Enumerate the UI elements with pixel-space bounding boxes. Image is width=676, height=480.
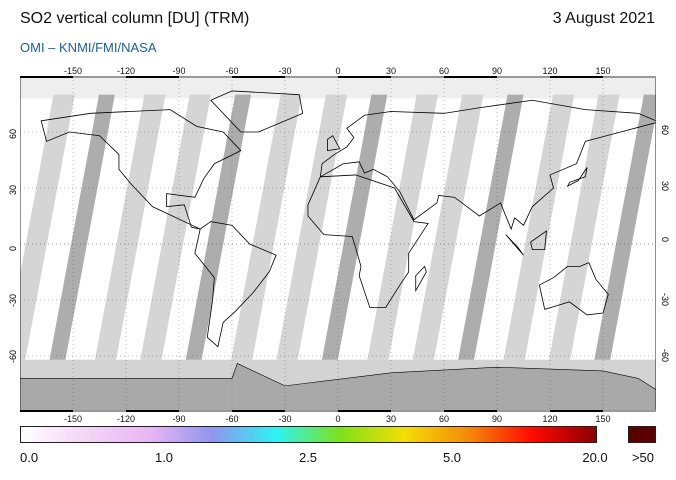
coastline: [194, 221, 277, 348]
frame-band: [232, 76, 285, 78]
orbit-swath: [49, 94, 115, 360]
latitude-tick-label: 0: [8, 245, 18, 251]
longitude-tick-label: 30: [385, 414, 397, 424]
longitude-tick-label: 0: [335, 414, 341, 424]
data-source: OMI – KNMI/FMI/NASA: [20, 40, 157, 55]
frame-band: [550, 76, 603, 78]
so2-map: [20, 76, 656, 412]
orbit-swath: [20, 94, 75, 360]
longitude-tick-label: -150: [63, 66, 83, 76]
frame-band: [285, 76, 338, 78]
colorbar-overflow-label: >50: [631, 450, 655, 465]
colorbar-label: 1.0: [154, 450, 174, 465]
coastline: [319, 99, 656, 231]
longitude-tick-label: 150: [595, 414, 611, 424]
frame-band: [444, 76, 497, 78]
latitude-tick-label: -60: [660, 349, 670, 363]
latitude-tick-label: -30: [8, 293, 18, 307]
orbit-swath: [321, 94, 388, 360]
frame-band: [497, 410, 550, 412]
frame-band: [179, 410, 232, 412]
latitude-tick-label: 30: [660, 181, 670, 192]
frame-band: [603, 410, 656, 412]
coastline: [505, 234, 524, 256]
frame-band: [338, 410, 391, 412]
longitude-tick-label: 120: [542, 66, 558, 76]
longitude-tick-label: -60: [225, 414, 239, 424]
longitude-tick-label: 60: [438, 66, 450, 76]
orbit-swath: [594, 94, 656, 360]
coastline: [326, 135, 341, 152]
coastline: [566, 167, 588, 188]
orbit-swath: [503, 94, 575, 360]
frame-band: [73, 76, 126, 78]
longitude-tick-label: -30: [278, 66, 292, 76]
latitude-tick-label: 60: [660, 125, 670, 136]
map-title: SO2 vertical column [DU] (TRM): [20, 10, 250, 27]
frame-band: [285, 410, 338, 412]
longitude-tick-label: -120: [116, 414, 136, 424]
orbit-swath: [412, 94, 484, 360]
longitude-tick-label: -90: [172, 414, 186, 424]
longitude-tick-label: -60: [225, 66, 239, 76]
colorbar-overflow-swatch: [628, 426, 656, 443]
longitude-tick-label: -150: [63, 414, 83, 424]
orbit-swath: [185, 94, 252, 360]
frame-band: [603, 76, 656, 78]
orbit-swath: [94, 94, 166, 360]
frame-band: [20, 76, 73, 78]
longitude-tick-label: 30: [385, 66, 397, 76]
colorbar: [20, 426, 597, 443]
orbit-swath: [367, 94, 438, 360]
latitude-tick-label: 60: [8, 128, 18, 139]
longitude-tick-label: 120: [542, 414, 558, 424]
latitude-tick-label: -30: [660, 293, 670, 307]
longitude-tick-label: -30: [278, 414, 292, 424]
orbit-swath: [140, 94, 211, 360]
coastline: [40, 109, 242, 230]
orbit-swath: [276, 94, 348, 360]
frame-band: [550, 410, 603, 412]
coastline: [538, 262, 609, 316]
antarctica: [20, 363, 656, 412]
longitude-tick-label: 150: [595, 66, 611, 76]
latitude-tick-label: 0: [660, 237, 670, 243]
frame-band: [73, 410, 126, 412]
frame-band: [391, 410, 444, 412]
colorbar-label: 20.0: [582, 450, 608, 465]
frame-band: [497, 76, 550, 78]
map-date: 3 August 2021: [552, 10, 655, 27]
frame-band: [126, 76, 179, 78]
colorbar-label: 5.0: [442, 450, 462, 465]
coastline: [530, 230, 547, 251]
frame-band: [444, 410, 497, 412]
latitude-tick-label: 30: [8, 184, 18, 195]
orbit-swath: [548, 94, 620, 360]
frame-band: [391, 76, 444, 78]
frame-band: [338, 76, 391, 78]
longitude-tick-label: -90: [172, 66, 186, 76]
coastline: [210, 90, 304, 133]
colorbar-label: 2.5: [298, 450, 318, 465]
latitude-tick-label: -60: [8, 349, 18, 363]
longitude-tick-label: 90: [491, 66, 503, 76]
coastline: [415, 265, 427, 293]
frame-band: [20, 410, 73, 412]
longitude-tick-label: 60: [438, 414, 450, 424]
frame-band: [232, 410, 285, 412]
frame-band: [126, 410, 179, 412]
orbit-swath: [458, 94, 524, 360]
longitude-tick-label: -120: [116, 66, 136, 76]
longitude-tick-label: 90: [491, 414, 503, 424]
coastline: [307, 174, 429, 308]
orbit-swath: [231, 94, 302, 360]
frame-band: [179, 76, 232, 78]
longitude-tick-label: 0: [335, 66, 341, 76]
colorbar-label: 0.0: [20, 450, 39, 465]
